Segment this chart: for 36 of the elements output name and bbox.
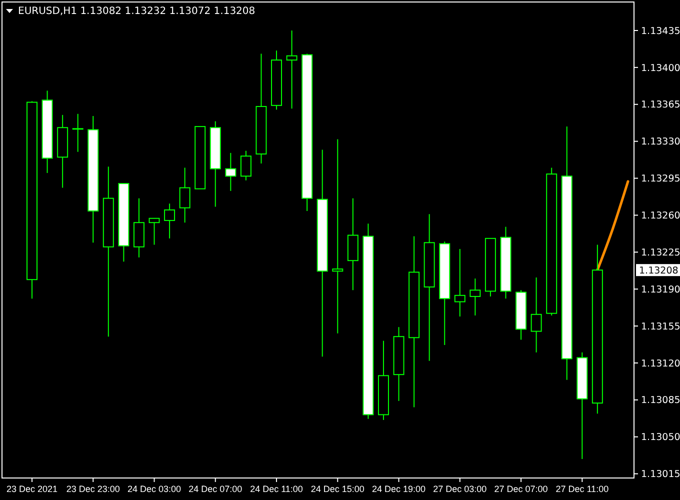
- candlestick: [179, 167, 190, 224]
- x-tick-label: 24 Dec 03:00: [127, 484, 182, 494]
- candlestick: [164, 203, 176, 239]
- y-tick-label: 1.13085: [641, 395, 680, 406]
- y-tick-label: 1.13225: [641, 247, 680, 258]
- x-tick-label: 24 Dec 19:00: [372, 484, 426, 494]
- y-tick-label: 1.13120: [641, 358, 680, 370]
- candlestick: [332, 138, 344, 334]
- candlestick: [286, 30, 298, 110]
- x-tick-label: 24 Dec 11:00: [250, 484, 303, 494]
- y-tick-label: 1.13260: [641, 210, 680, 222]
- y-tick-label: 1.13015: [641, 469, 680, 480]
- y-tick-label: 1.13400: [641, 62, 680, 74]
- x-tick-label: 27 Dec 03:00: [433, 484, 487, 494]
- candlestick: [72, 113, 84, 152]
- chart-title: EURUSD,H1 1.13082 1.13232 1.13072 1.13208: [18, 6, 256, 17]
- y-tick-label: 1.13050: [641, 432, 680, 444]
- x-tick-label: 27 Dec 07:00: [494, 484, 548, 494]
- candlestick: [225, 152, 236, 192]
- y-tick-label: 1.13365: [641, 100, 680, 111]
- candlestick: [148, 218, 160, 246]
- candlestick: [240, 150, 252, 181]
- x-tick-label: 23 Dec 23:00: [66, 484, 120, 494]
- y-tick-label: 1.13155: [641, 321, 680, 332]
- y-tick-label: 1.13190: [641, 284, 680, 296]
- x-tick-label: 24 Dec 07:00: [188, 484, 242, 494]
- x-tick-label: 24 Dec 15:00: [310, 484, 364, 494]
- y-tick-label: 1.13295: [641, 174, 680, 185]
- candlestick: [470, 278, 481, 316]
- x-tick-label: 23 Dec 2021: [6, 484, 58, 494]
- candlestick: [454, 248, 466, 318]
- x-tick-label: 27 Dec 11:00: [556, 484, 609, 494]
- y-tick-label: 1.13330: [641, 136, 680, 148]
- y-tick-label: 1.13435: [641, 26, 680, 37]
- text: 1.13208: [639, 265, 678, 276]
- candlestick: [530, 276, 542, 353]
